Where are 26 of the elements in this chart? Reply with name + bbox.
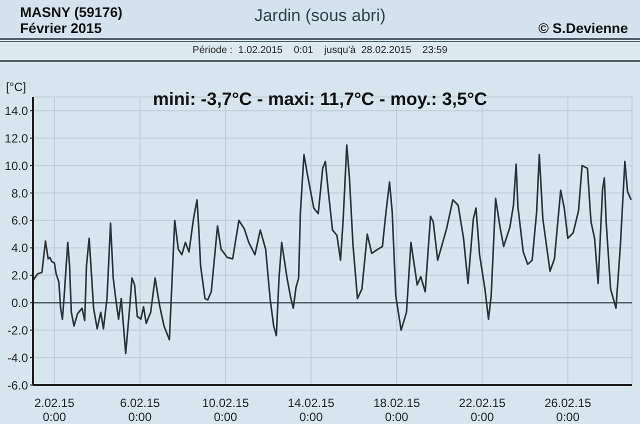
y-tick-label: 0.0 <box>11 296 28 310</box>
y-tick-label: -4.0 <box>7 350 28 365</box>
text: © S.Devienne <box>538 20 628 36</box>
x-tick-label: 22.02.15 0:00 <box>458 396 506 424</box>
text: Février 2015 <box>20 20 102 36</box>
x-tick-label: 10.02.15 0:00 <box>202 396 250 424</box>
y-tick-label: 6.0 <box>11 214 28 228</box>
annotation: mini: -3,7°C - maxi: 11,7°C - moy.: 3,5°C <box>152 89 488 109</box>
y-axis-title: [°C] <box>6 80 26 94</box>
y-tick-label: 10.0 <box>4 158 28 173</box>
x-tick-label: 6.02.15 0:00 <box>120 396 160 424</box>
x-tick-label: 2.02.15 0:00 <box>34 396 75 424</box>
y-tick-label: -6.0 <box>7 378 28 392</box>
y-tick-label: 2.0 <box>11 268 28 283</box>
x-tick-label: 26.02.15 0:00 <box>544 396 592 424</box>
text: Période : 1.02.2015 0:01 jusqu'à 28.02.2015 23:59 <box>192 45 448 56</box>
chart-title: Jardin (sous abri) <box>254 6 386 25</box>
y-tick-label: 4.0 <box>11 241 28 256</box>
y-tick-label: 12.0 <box>4 131 28 146</box>
y-tick-label: -2.0 <box>7 323 28 338</box>
line-series <box>33 144 632 354</box>
x-tick-label: 18.02.15 0:00 <box>373 396 420 424</box>
x-tick-label: 14.02.15 0:00 <box>288 396 335 424</box>
text: MASNY (59176) <box>20 4 122 20</box>
y-tick-label: 14.0 <box>4 104 28 118</box>
y-tick-label: 8.0 <box>11 186 28 200</box>
